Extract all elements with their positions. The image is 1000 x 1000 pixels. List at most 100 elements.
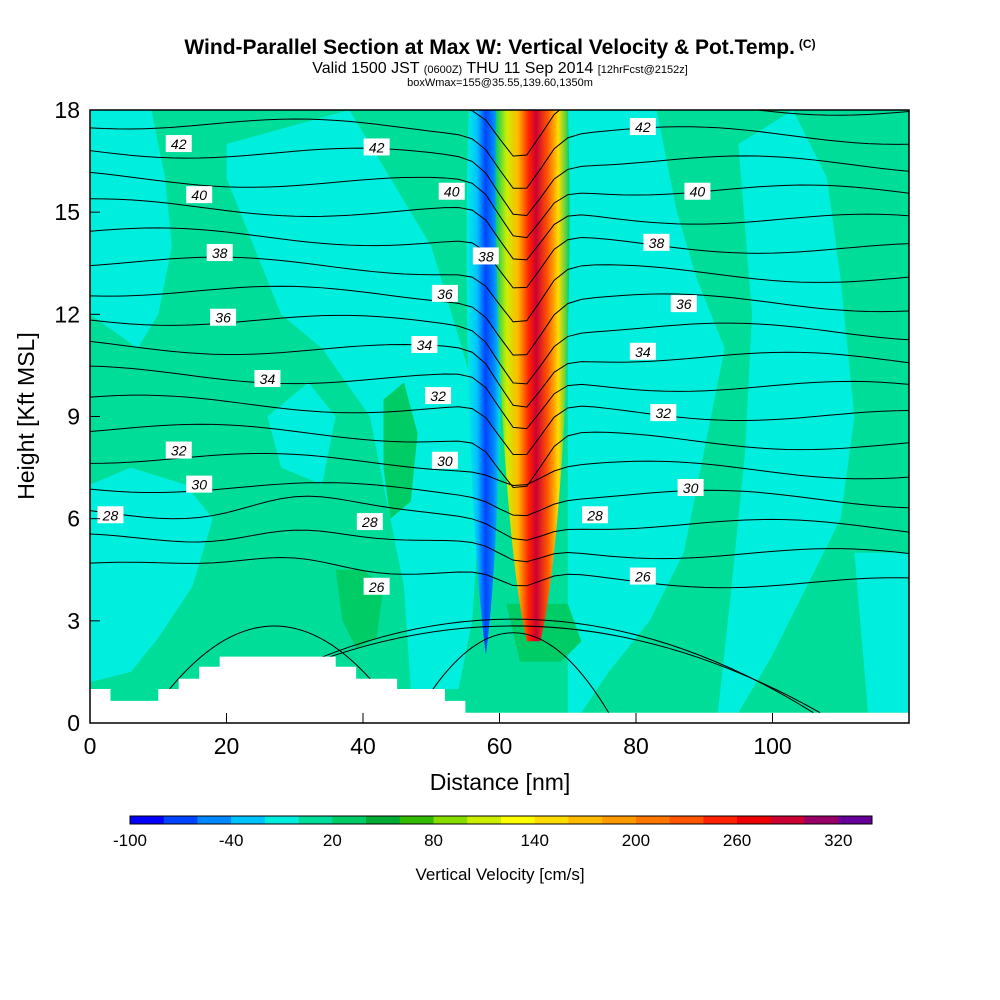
y-tick-label: 18: [54, 97, 80, 123]
theta-label-box: [186, 186, 213, 204]
theta-label-box: [670, 295, 697, 313]
colorbar-tick-label: 80: [424, 831, 443, 850]
x-tick-label: 60: [487, 733, 513, 759]
theta-label-box: [356, 513, 383, 531]
theta-label: 28: [582, 506, 609, 524]
theta-label-text: 36: [676, 296, 692, 312]
theta-label-text: 28: [361, 514, 378, 530]
colorbar-swatch: [703, 816, 738, 824]
theta-label: 28: [356, 513, 383, 531]
theta-label-text: 36: [437, 286, 453, 302]
colorbar: -100 -40 20 80 140 200 260 320: [113, 815, 873, 850]
theta-label-text: 30: [683, 480, 699, 496]
theta-contour-line: [90, 529, 909, 563]
theta-label: 30: [677, 479, 704, 497]
theta-label: 42: [363, 138, 390, 156]
y-tick-label: 6: [67, 506, 80, 532]
theta-label: 32: [650, 404, 677, 422]
chart-title: Wind-Parallel Section at Max W: Vertical…: [0, 36, 1000, 60]
theta-label-box: [643, 233, 670, 251]
theta-label-text: 36: [215, 310, 231, 326]
theta-label-text: 38: [212, 245, 228, 261]
theta-label-text: 40: [690, 184, 706, 200]
colorbar-swatch: [130, 816, 165, 824]
theta-contours: [90, 110, 909, 714]
theta-label-text: 30: [437, 453, 453, 469]
x-tick-label: 40: [350, 733, 376, 759]
theta-label: 30: [186, 475, 213, 493]
plot-area: 42 42 42 40 40 40 38 38 38 36 36 36 34 34 34 32 32 32 30 30…: [90, 110, 909, 723]
valid-time: Valid 1500 JST: [312, 60, 420, 77]
theta-label: 40: [186, 186, 213, 204]
colorbar-swatch: [264, 816, 300, 824]
weak-downdraft-region: [226, 110, 480, 689]
theta-label-text: 28: [102, 507, 119, 523]
box-info: boxWmax=155@35.55,139.60,1350m: [407, 77, 593, 89]
theta-label-text: 32: [430, 388, 446, 404]
theta-contour-line: [90, 227, 909, 289]
valid-zulu: (0600Z): [423, 64, 463, 76]
theta-label-box: [210, 308, 237, 326]
theta-label-text: 28: [586, 507, 603, 523]
chart-title-text: Wind-Parallel Section at Max W: Vertical…: [184, 36, 795, 59]
x-axis-title: Distance [nm]: [430, 769, 571, 795]
colorbar-swatch: [737, 816, 772, 824]
theta-contour-line: [90, 365, 909, 430]
colorbar-swatch: [804, 816, 839, 824]
theta-label-box: [677, 479, 704, 497]
x-tick-label: 20: [214, 733, 240, 759]
theta-label-text: 32: [656, 405, 672, 421]
theta-label: 26: [629, 567, 656, 585]
theta-label-text: 34: [260, 371, 276, 387]
colorbar-tick-label: 140: [521, 831, 549, 850]
downdraft-core: [466, 110, 502, 655]
theta-label: 32: [425, 387, 452, 405]
theta-label-box: [165, 135, 192, 153]
theta-label: 34: [254, 370, 281, 388]
theta-label-box: [425, 387, 452, 405]
theta-label-box: [411, 335, 438, 353]
colorbar-swatch: [501, 816, 536, 824]
theta-label-text: 38: [649, 235, 665, 251]
colorbar-tick-label: 320: [824, 831, 852, 850]
theta-label: 40: [438, 182, 465, 200]
theta-contour-line: [90, 556, 909, 589]
theta-contour-line: [90, 285, 909, 356]
theta-label-box: [431, 451, 458, 469]
colorbar-tick-label: -100: [113, 831, 147, 850]
colorbar-swatch: [467, 816, 502, 824]
colorbar-swatch: [770, 816, 806, 824]
colorbar-swatch: [669, 816, 704, 824]
theta-label: 26: [363, 577, 390, 595]
theta-label-box: [206, 244, 233, 262]
theta-contour-line: [90, 198, 909, 261]
theta-label-text: 26: [634, 569, 651, 585]
theta-label-box: [438, 182, 465, 200]
colorbar-swatch: [433, 816, 468, 824]
theta-label: 34: [411, 335, 438, 353]
chart-subtitle: Valid 1500 JST (0600Z) THU 11 Sep 2014 […: [0, 60, 1000, 78]
theta-label-box: [684, 182, 711, 200]
theta-label-box: [165, 441, 192, 459]
theta-label-box: [363, 577, 390, 595]
colorbar-tick-label: 200: [622, 831, 650, 850]
colorbar-swatch: [602, 816, 637, 824]
theta-contour-line: [90, 171, 909, 239]
theta-label: 38: [472, 247, 499, 265]
theta-contour-line: [90, 118, 909, 189]
theta-label-text: 42: [369, 139, 385, 155]
forecast-info: [12hrFcst@2152z]: [597, 64, 688, 76]
theta-label-box: [629, 567, 656, 585]
theta-label-text: 42: [171, 136, 187, 152]
weak-downdraft-region: [267, 382, 336, 485]
weak-downdraft-region: [717, 110, 855, 713]
valid-date: THU 11 Sep 2014: [466, 60, 594, 77]
theta-label-box: [629, 118, 656, 136]
theta-label: 36: [670, 295, 697, 313]
colorbar-swatch: [332, 816, 367, 824]
theta-contour-line: [90, 495, 909, 541]
colorbar-swatch: [366, 816, 401, 824]
colorbar-tick-label: 260: [723, 831, 751, 850]
